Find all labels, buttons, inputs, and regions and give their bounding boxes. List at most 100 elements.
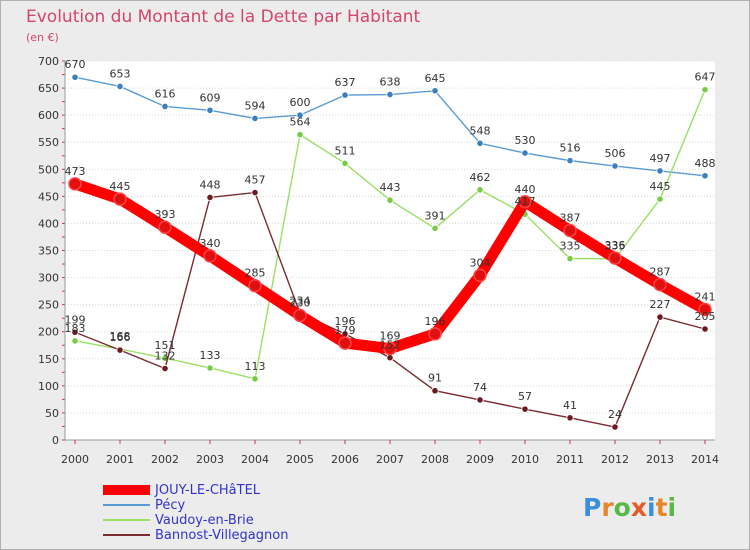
data-label: 24	[608, 408, 622, 421]
x-tick-label: 2009	[466, 453, 494, 466]
data-label: 530	[515, 134, 536, 147]
data-label: 393	[155, 208, 176, 221]
y-tick-label: 150	[38, 353, 59, 366]
data-point	[206, 364, 214, 372]
data-point	[296, 111, 304, 119]
y-tick-label: 0	[52, 434, 59, 447]
data-label: 241	[695, 291, 716, 304]
data-label: 340	[200, 237, 221, 250]
data-label: 445	[110, 180, 131, 193]
y-tick-label: 300	[38, 272, 59, 285]
x-tick-label: 2003	[196, 453, 224, 466]
data-label: 336	[605, 239, 626, 252]
data-point	[521, 405, 529, 413]
data-point	[296, 131, 304, 139]
legend-label: Pécy	[155, 498, 186, 513]
logo-letter: x	[631, 493, 647, 522]
data-point	[71, 337, 79, 345]
data-point	[701, 172, 709, 180]
data-point	[611, 423, 619, 431]
data-label: 609	[200, 91, 221, 104]
data-label: 169	[380, 329, 401, 342]
data-label: 151	[155, 339, 176, 352]
data-point	[473, 268, 487, 283]
data-label: 670	[65, 58, 86, 71]
data-label: 57	[518, 390, 532, 403]
data-point	[386, 196, 394, 204]
x-tick-label: 2007	[376, 453, 404, 466]
data-point	[521, 149, 529, 157]
data-point	[566, 255, 574, 263]
y-tick-label: 100	[38, 380, 59, 393]
logo-letter: t	[656, 493, 668, 522]
x-tick-label: 2002	[151, 453, 179, 466]
data-label: 594	[245, 99, 266, 112]
data-point	[203, 249, 217, 263]
y-tick-label: 450	[38, 190, 59, 203]
data-point	[566, 157, 574, 165]
data-label: 548	[470, 124, 491, 137]
data-point	[383, 341, 397, 356]
data-point	[113, 192, 127, 206]
data-point	[656, 195, 664, 203]
data-label: 600	[290, 96, 311, 109]
x-tick-label: 2011	[556, 453, 584, 466]
data-label: 304	[470, 256, 491, 269]
data-label: 133	[200, 349, 221, 362]
data-point	[698, 302, 712, 317]
y-tick-label: 50	[45, 407, 59, 420]
data-label: 488	[695, 157, 716, 170]
logo-letter: r	[601, 493, 614, 522]
data-point	[206, 193, 214, 202]
data-label: 445	[650, 180, 671, 193]
legend-label: Vaudoy-en-Brie	[155, 513, 254, 528]
chart-title: Evolution du Montant de la Dette par Hab…	[26, 7, 421, 27]
data-label: 387	[560, 211, 581, 224]
x-tick-label: 2014	[691, 453, 719, 466]
data-point	[611, 162, 619, 170]
legend-label: JOUY-LE-CHâTEL	[154, 483, 261, 498]
data-label: 285	[245, 267, 266, 280]
x-tick-label: 2013	[646, 453, 674, 466]
legend-label: Bannost-Villegagnon	[155, 528, 288, 543]
x-tick-label: 2010	[511, 453, 539, 466]
data-point	[518, 195, 532, 209]
data-label: 183	[65, 322, 86, 335]
data-label: 205	[695, 310, 716, 323]
data-label: 616	[155, 87, 176, 100]
data-point	[656, 313, 664, 321]
data-label: 234	[290, 294, 311, 307]
y-tick-label: 350	[38, 245, 59, 258]
x-tick-label: 2005	[286, 453, 314, 466]
data-label: 179	[335, 324, 356, 337]
y-tick-label: 500	[38, 163, 59, 176]
logo-letter: i	[647, 493, 656, 522]
data-point	[116, 346, 124, 354]
data-label: 91	[428, 372, 442, 385]
data-label: 457	[245, 174, 266, 187]
data-point	[431, 387, 439, 395]
data-point	[248, 278, 262, 293]
data-label: 448	[200, 178, 221, 191]
logo-letter: i	[668, 493, 677, 522]
data-label: 230	[290, 296, 311, 309]
y-tick-label: 400	[38, 217, 59, 230]
data-point	[431, 224, 439, 232]
data-label: 335	[560, 240, 581, 253]
data-point	[338, 336, 352, 350]
x-tick-label: 2001	[106, 453, 134, 466]
data-label: 473	[65, 165, 86, 178]
data-point	[476, 396, 484, 404]
data-point	[566, 414, 574, 422]
data-label: 196	[425, 315, 446, 328]
data-label: 41	[563, 399, 577, 412]
x-tick-label: 2006	[331, 453, 359, 466]
legend: JOUY-LE-CHâTELPécyVaudoy-en-BrieBannost-…	[103, 483, 288, 543]
data-label: 199	[65, 313, 86, 326]
proxiti-logo: Proxiti	[583, 493, 676, 522]
data-label: 506	[605, 147, 626, 160]
data-point	[341, 91, 349, 99]
data-point	[68, 177, 82, 191]
data-label: 152	[380, 339, 401, 352]
